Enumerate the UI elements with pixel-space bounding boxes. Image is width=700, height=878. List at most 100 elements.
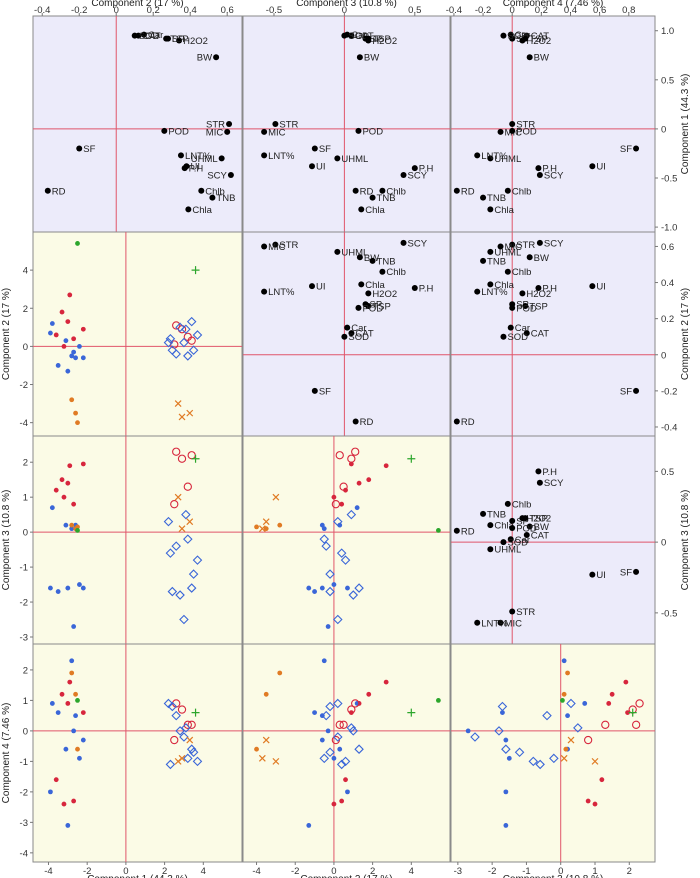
score-point-blue-diamond bbox=[192, 555, 203, 565]
score-point-red-dot bbox=[59, 477, 65, 483]
tick-label: 4 bbox=[201, 866, 206, 877]
score-point-blue-diamond bbox=[181, 723, 191, 733]
tick-label: 2 bbox=[23, 458, 28, 469]
panel-background bbox=[32, 643, 243, 863]
loading-label: CAT bbox=[355, 329, 373, 340]
tick-label: 2 bbox=[23, 665, 28, 676]
tick-label: 0 bbox=[23, 342, 28, 353]
tick-label: -2 bbox=[488, 866, 496, 877]
score-point-blue-diamond bbox=[163, 516, 174, 527]
loading-label: Car bbox=[351, 323, 366, 334]
score-point-blue-diamond bbox=[514, 747, 525, 758]
score-point-blue-dot bbox=[73, 355, 78, 361]
score-point-blue-diamond bbox=[321, 710, 331, 721]
right-axis-title: Component 2 (17 %) bbox=[680, 288, 691, 380]
score-point-blue-dot bbox=[561, 658, 567, 664]
score-point-blue-dot bbox=[319, 737, 325, 743]
tick-label: -0.2 bbox=[661, 386, 677, 397]
score-point-blue-diamond bbox=[171, 541, 181, 551]
score-point-blue-dot bbox=[65, 585, 71, 591]
loading-point-sod bbox=[341, 333, 348, 340]
tick-label: 0 bbox=[23, 528, 28, 539]
loading-label: P.H bbox=[542, 467, 557, 478]
loading-label: POD bbox=[516, 523, 537, 534]
score-point-blue-diamond bbox=[188, 569, 199, 579]
score-point-blue-diamond bbox=[333, 732, 343, 742]
loading-label: POD bbox=[362, 126, 383, 137]
score-point-blue-diamond bbox=[346, 723, 357, 733]
loading-label: MIC bbox=[268, 127, 286, 138]
loading-point-tnb bbox=[369, 257, 376, 264]
score-point-blue-diamond bbox=[497, 701, 508, 712]
loading-label: LNT% bbox=[268, 287, 295, 298]
score-point-blue-diamond bbox=[325, 701, 335, 712]
loading-label: TNB bbox=[487, 509, 506, 520]
score-point-blue-dot bbox=[55, 710, 61, 716]
score-point-red-dot bbox=[339, 798, 345, 804]
loading-point-sf bbox=[311, 145, 318, 152]
score-point-blue-dot bbox=[345, 789, 350, 795]
score-point-blue-diamond bbox=[325, 586, 335, 597]
tick-label: 2 bbox=[627, 866, 632, 877]
loading-label: SF bbox=[319, 386, 331, 397]
score-point-orange-cross bbox=[178, 754, 186, 762]
loading-point-tnb bbox=[480, 257, 487, 264]
loading-label: H2O2 bbox=[183, 36, 208, 47]
left-axis-title: Component 4 (7.46 %) bbox=[1, 703, 12, 804]
panel-background bbox=[32, 231, 243, 437]
loading-point-uhml bbox=[487, 248, 494, 255]
score-point-red-circle bbox=[347, 705, 356, 714]
score-point-orange-cross bbox=[272, 757, 280, 765]
score-point-blue-dot bbox=[503, 823, 509, 828]
loading-label: Car bbox=[515, 323, 530, 334]
loading-label: TSP bbox=[529, 514, 547, 525]
loading-point-bw bbox=[526, 54, 533, 61]
panel-background bbox=[242, 231, 451, 437]
top-axis-1: -0.4 -0.2 0 0.2 0.4 0.6 Component 2 (17 %) bbox=[34, 0, 234, 16]
loading-label: Chlb bbox=[512, 186, 532, 197]
score-point-blue-dot bbox=[345, 585, 350, 591]
score-point-blue-diamond bbox=[163, 698, 174, 709]
score-point-red-dot bbox=[71, 336, 77, 342]
score-point-blue-diamond bbox=[179, 732, 189, 742]
top-axis-title: Component 3 (10.8 %) bbox=[296, 0, 397, 9]
loading-label: CAT bbox=[142, 31, 160, 42]
score-point-green-plus bbox=[628, 708, 637, 717]
loading-label: CAT bbox=[531, 531, 549, 542]
loading-label: H2O2 bbox=[526, 289, 551, 300]
score-point-red-dot bbox=[609, 691, 615, 697]
tick-label: -0.4 bbox=[34, 5, 50, 16]
loading-label: BW bbox=[534, 522, 549, 533]
loading-label: UI bbox=[316, 282, 326, 293]
bottom-axis-1: -4 -2 0 2 4 Component 1 (44.3 %) bbox=[44, 862, 206, 878]
loading-point-scy bbox=[536, 172, 543, 179]
right-axis-title: Component 3 (10.8 %) bbox=[680, 490, 691, 591]
loading-label: Chlb bbox=[386, 267, 406, 278]
loading-label: Chlb bbox=[386, 186, 406, 197]
loading-point-ph bbox=[181, 165, 188, 172]
loading-point-car bbox=[140, 31, 147, 38]
score-point-blue-dot bbox=[55, 589, 61, 594]
tick-label: -1 bbox=[20, 563, 28, 574]
loading-label: Car bbox=[351, 30, 366, 41]
bottom-axis-title: Component 3 (10.8 %) bbox=[503, 874, 604, 878]
score-panel-r4-c3 bbox=[450, 643, 656, 863]
loading-point-mic bbox=[497, 619, 504, 626]
score-point-red-dot bbox=[53, 487, 59, 493]
score-point-red-dot bbox=[383, 679, 389, 685]
score-point-orange-dot bbox=[69, 670, 75, 676]
tick-label: 0.8 bbox=[622, 5, 635, 16]
loading-point-uhml bbox=[487, 155, 494, 162]
loading-label: RD bbox=[52, 186, 66, 197]
score-point-red-dot bbox=[67, 463, 73, 469]
loading-point-tnb bbox=[209, 194, 216, 201]
loading-label: SCY bbox=[207, 171, 227, 182]
loading-label: Chlb bbox=[205, 186, 225, 197]
score-point-blue-diamond bbox=[192, 330, 203, 340]
loading-label: Car bbox=[148, 30, 163, 41]
score-point-blue-diamond bbox=[346, 509, 357, 520]
tick-label: -2 bbox=[20, 380, 28, 391]
loading-point-tsp bbox=[522, 515, 529, 522]
loading-point-str bbox=[509, 121, 516, 127]
